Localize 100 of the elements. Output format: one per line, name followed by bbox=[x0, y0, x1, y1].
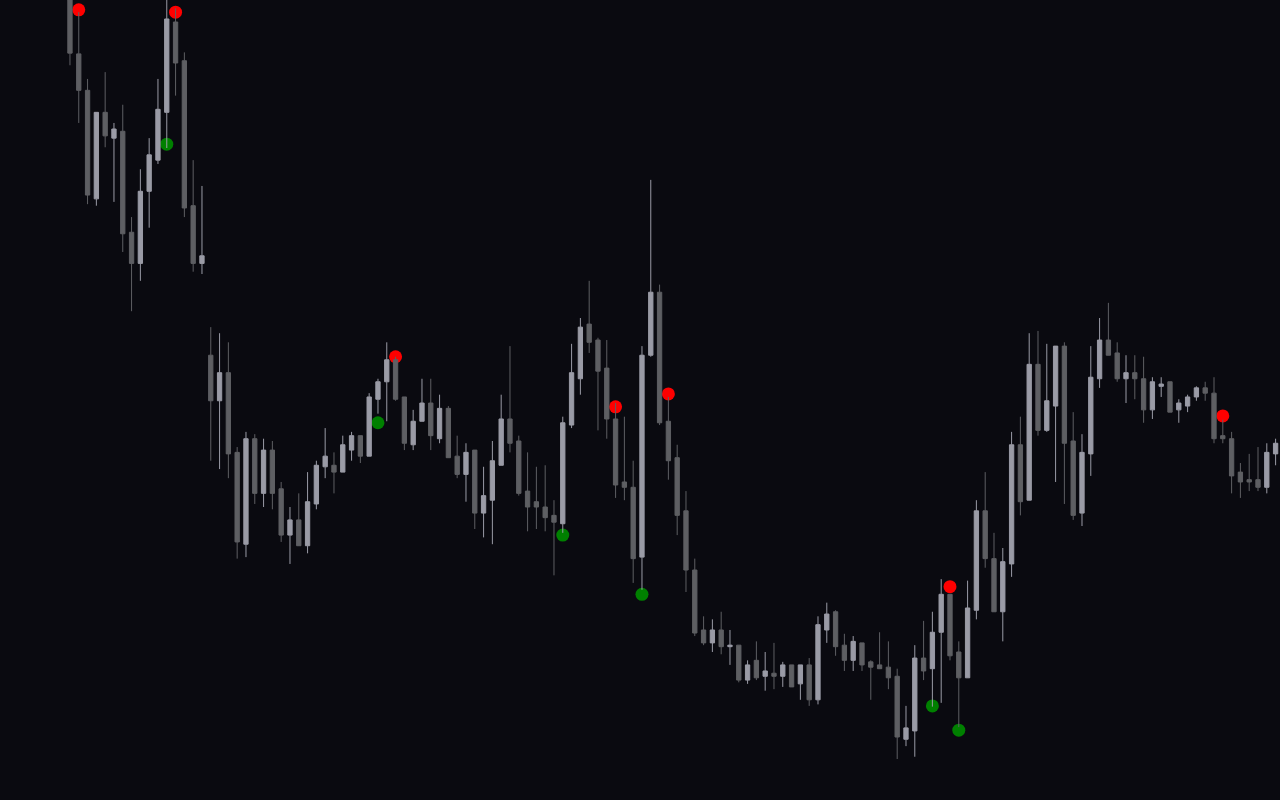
candlestick bbox=[727, 629, 733, 666]
point bbox=[72, 3, 86, 17]
candlestick bbox=[419, 378, 425, 422]
candlestick bbox=[771, 642, 777, 690]
candlestick bbox=[190, 159, 196, 273]
candlestick bbox=[375, 378, 381, 415]
candlestick bbox=[674, 444, 680, 536]
candlestick bbox=[120, 104, 126, 253]
candlestick bbox=[1052, 345, 1059, 483]
candlestick bbox=[313, 460, 320, 510]
candlestick bbox=[269, 440, 276, 510]
candlestick bbox=[630, 460, 636, 584]
candlestick bbox=[252, 433, 258, 505]
candlestick bbox=[1105, 302, 1112, 356]
candlestick bbox=[868, 659, 874, 701]
candlestick bbox=[1096, 317, 1103, 389]
candlestick bbox=[762, 651, 768, 692]
candlestick bbox=[454, 435, 460, 479]
candlestick bbox=[1149, 376, 1156, 420]
candlestick bbox=[243, 431, 249, 558]
candlestick bbox=[260, 438, 267, 508]
candlestick bbox=[384, 341, 390, 422]
candlestick bbox=[331, 451, 337, 494]
candlestick bbox=[410, 409, 416, 451]
candlestick bbox=[128, 216, 135, 312]
candlestick bbox=[533, 466, 540, 530]
candlestick bbox=[524, 451, 531, 532]
candlestick bbox=[216, 332, 223, 470]
candlestick bbox=[656, 284, 663, 426]
candlestick bbox=[982, 471, 988, 569]
candlestick bbox=[278, 481, 284, 543]
candlestick bbox=[1158, 376, 1164, 398]
candlestick bbox=[208, 326, 214, 462]
point bbox=[943, 580, 957, 594]
candlestick bbox=[428, 378, 434, 451]
candlestick bbox=[225, 341, 232, 479]
candlestick bbox=[806, 657, 812, 707]
candlestick bbox=[815, 615, 821, 705]
candlestick bbox=[489, 440, 496, 545]
candlestick bbox=[1132, 354, 1138, 400]
candlestick bbox=[577, 317, 584, 396]
candlestick bbox=[366, 392, 372, 457]
candlestick bbox=[296, 492, 302, 547]
candlestick bbox=[1220, 419, 1226, 444]
candlestick bbox=[1026, 332, 1032, 501]
candlestick bbox=[1035, 330, 1041, 437]
candlestick bbox=[788, 664, 795, 688]
point bbox=[661, 387, 675, 401]
candlestick bbox=[718, 611, 724, 655]
candlestick bbox=[956, 640, 962, 728]
candlestick bbox=[692, 558, 698, 637]
candlestick bbox=[859, 642, 865, 672]
candlestick bbox=[1000, 547, 1006, 642]
candlestick bbox=[665, 396, 672, 481]
candlestick bbox=[1202, 381, 1208, 402]
candlestick bbox=[1211, 376, 1217, 444]
candlestick bbox=[401, 396, 408, 451]
candlestick bbox=[964, 580, 971, 679]
candlestick bbox=[76, 11, 82, 124]
point bbox=[952, 723, 966, 737]
candlestick bbox=[340, 435, 346, 473]
candlestick bbox=[304, 471, 311, 554]
candlestick bbox=[234, 446, 240, 560]
candlestick bbox=[912, 644, 918, 758]
candlestick bbox=[199, 185, 205, 275]
candlestick bbox=[1079, 433, 1085, 527]
point bbox=[925, 699, 939, 713]
candlestick bbox=[920, 620, 927, 681]
candlestick bbox=[507, 345, 513, 453]
candlestick bbox=[542, 464, 548, 532]
candlestick bbox=[1167, 381, 1173, 413]
candlestick bbox=[516, 435, 522, 497]
candlestick bbox=[560, 416, 566, 534]
candlestick bbox=[357, 435, 364, 464]
candlestick bbox=[938, 578, 944, 704]
candlestick bbox=[1237, 462, 1244, 499]
candlestick bbox=[1061, 341, 1068, 505]
candlestick bbox=[797, 664, 804, 701]
candlestick bbox=[736, 644, 742, 683]
candlestick bbox=[551, 499, 557, 576]
candlestick bbox=[1176, 398, 1182, 424]
candlestick bbox=[1088, 345, 1094, 477]
candlestick bbox=[84, 78, 91, 205]
candlestick bbox=[1193, 385, 1200, 402]
candlestick bbox=[436, 394, 443, 444]
candlestick bbox=[164, 0, 170, 149]
candlestick bbox=[172, 7, 179, 97]
candlestick bbox=[885, 640, 892, 690]
candlestick bbox=[102, 71, 108, 148]
candlestick bbox=[824, 602, 830, 644]
candlestick bbox=[137, 168, 144, 282]
candlestick bbox=[586, 280, 592, 354]
candlestick bbox=[780, 661, 786, 688]
point bbox=[556, 528, 570, 542]
candlestick bbox=[744, 659, 751, 685]
candlestick bbox=[111, 122, 117, 203]
candlestick bbox=[480, 466, 487, 538]
candlestick bbox=[463, 442, 469, 503]
candlestick bbox=[1044, 343, 1050, 433]
point bbox=[169, 5, 183, 19]
